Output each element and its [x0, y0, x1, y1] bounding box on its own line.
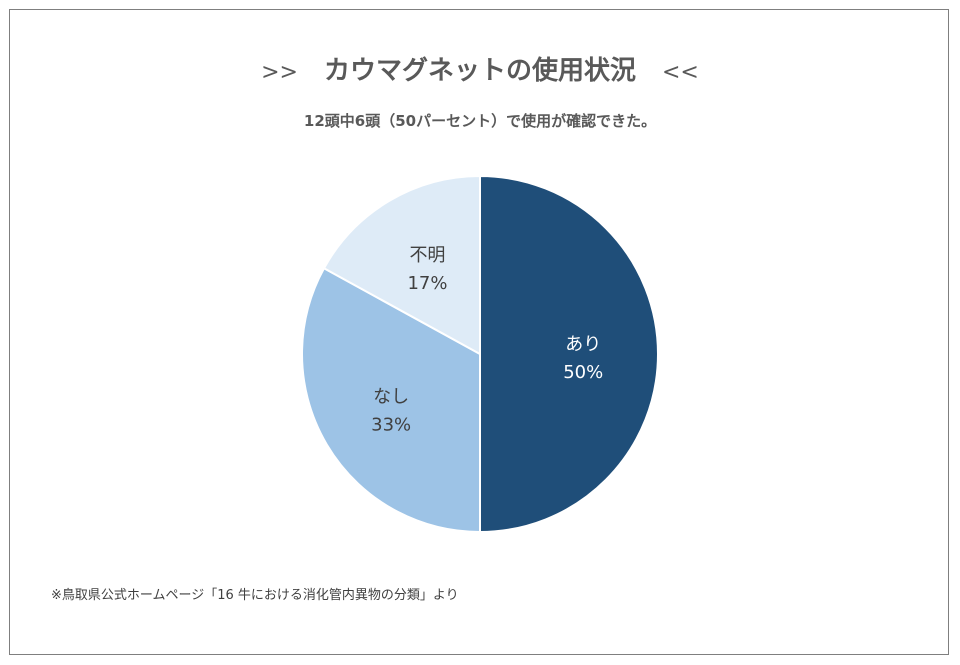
pie-slice-3 — [322, 174, 481, 356]
slice-percent-label: 17% — [407, 273, 447, 294]
slice-category-label: あり — [565, 334, 601, 355]
pie-slice-2 — [301, 266, 481, 534]
title-right-decoration: << — [662, 60, 699, 85]
slice-category-label: なし — [373, 387, 409, 408]
slice-category-label: 不明 — [409, 245, 445, 266]
slice-percent-label: 50% — [563, 362, 603, 383]
pie-slice-1 — [479, 174, 659, 534]
source-footnote: ※鳥取県公式ホームページ「16 牛における消化管内異物の分類」より — [51, 588, 459, 603]
chart-title: >> カウマグネットの使用状況 << — [0, 50, 960, 87]
slice-percent-label: 33% — [371, 415, 411, 436]
title-left-decoration: >> — [261, 60, 298, 85]
chart-subtitle: 12頭中6頭（50パーセント）で使用が確認できた。 — [303, 112, 657, 130]
title-text: カウマグネットの使用状況 — [323, 56, 636, 86]
